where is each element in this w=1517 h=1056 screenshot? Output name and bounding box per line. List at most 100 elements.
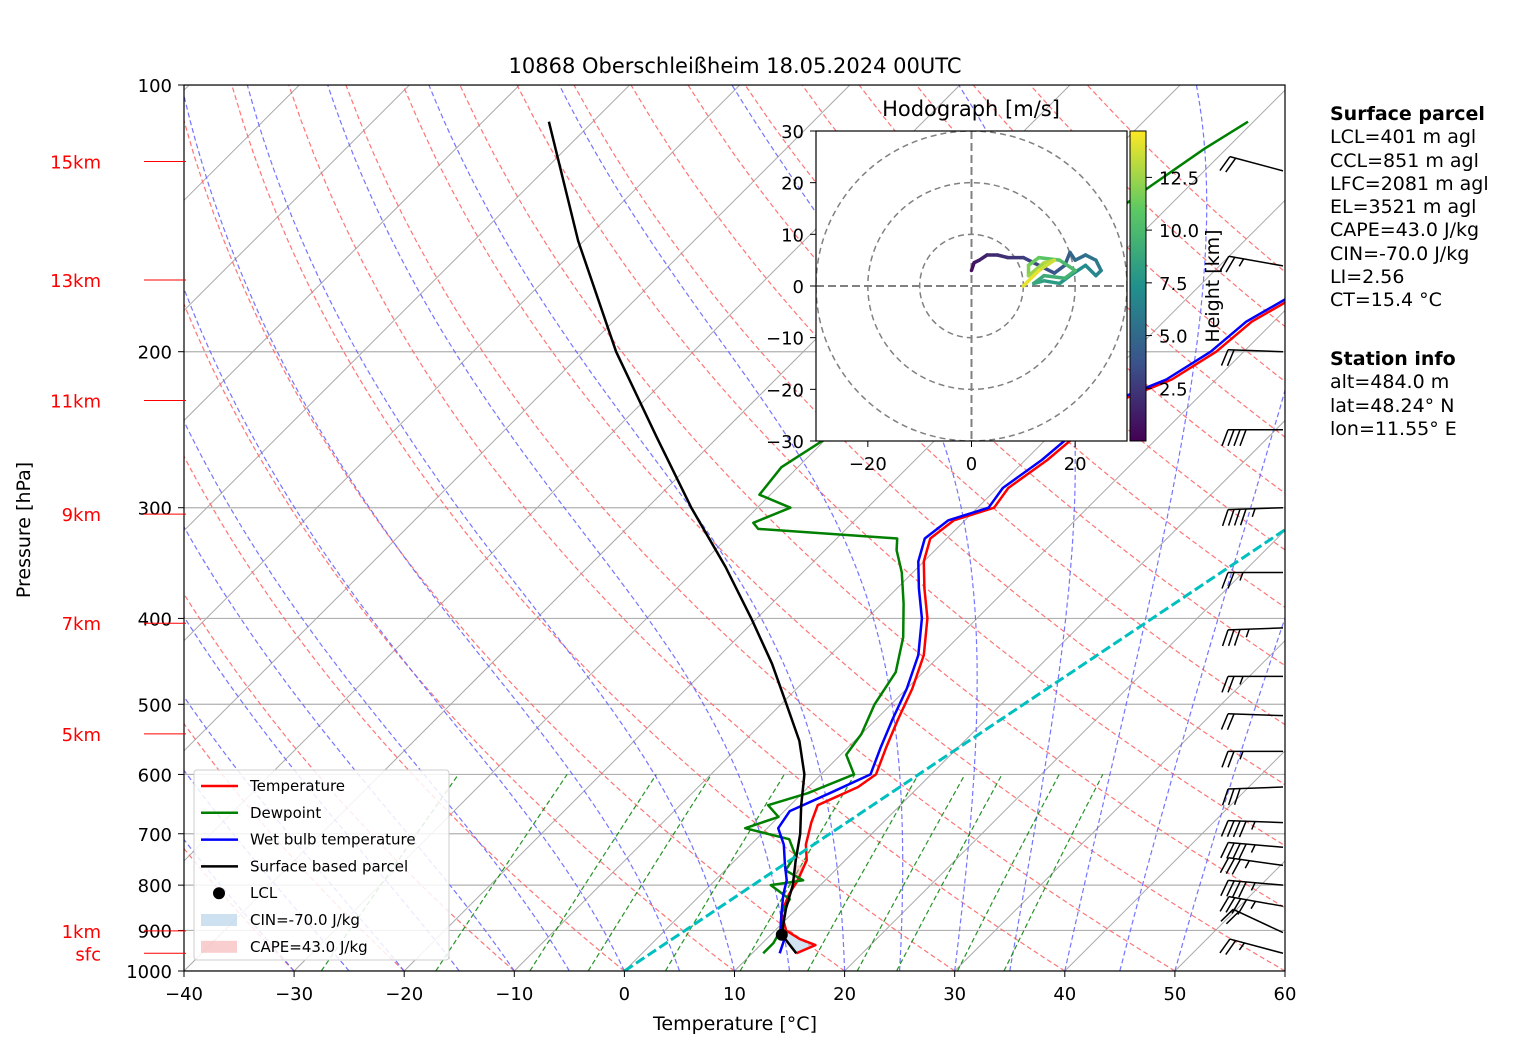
barb-flag (1221, 629, 1229, 647)
wind-barb (1220, 841, 1284, 860)
legend-swatch-dot (213, 887, 225, 900)
barb-flag (1219, 156, 1231, 171)
legend-entry: CIN=-70.0 J/kg (201, 911, 360, 929)
y-tick-label: 400 (138, 609, 172, 630)
hodograph-inset: Hodograph [m/s] −20 0 20 30 20 10 0 −10 −20 −30 2… (766, 97, 1224, 475)
y-tick-label: 300 (138, 499, 172, 520)
surface-parcel-panel: Surface parcel LCL=401 m agl CCL=851 m a… (1330, 103, 1489, 313)
dry-adiabat (345, 85, 1176, 971)
height-label: 7km (62, 614, 101, 635)
dry-adiabat (288, 85, 1066, 971)
legend-entry: LCL (213, 884, 278, 902)
hodograph-x-tick-label: −20 (849, 454, 887, 475)
hodograph-y-tick-label: −30 (766, 432, 804, 453)
barb-half-flag (1239, 572, 1244, 581)
lcl-marker (775, 928, 788, 941)
legend-swatch-patch (201, 940, 237, 953)
barb-flag (1220, 880, 1229, 897)
barb-staff (1228, 786, 1284, 790)
barb-flag (1232, 881, 1241, 898)
legend-label: Wet bulb temperature (250, 831, 416, 849)
barb-flag (1237, 899, 1248, 915)
barb-flag (1233, 508, 1241, 526)
moist-adiabat (327, 85, 791, 971)
series-wet-bulb-temperature (776, 297, 1285, 954)
legend-entry: Dewpoint (201, 804, 321, 822)
wind-barb (1220, 908, 1284, 934)
x-tick-label: 50 (1163, 984, 1186, 1005)
barb-staff (1228, 712, 1284, 717)
barb-half-flag (1239, 751, 1244, 760)
x-tick-label: −20 (385, 984, 423, 1005)
hodograph-segment (1063, 268, 1077, 280)
barb-flag (1225, 897, 1236, 913)
wind-barb (1220, 712, 1284, 731)
barb-flag (1225, 157, 1237, 173)
station-longitude: lon=11.55° E (1330, 417, 1457, 440)
x-tick-label: −30 (275, 984, 313, 1005)
hodograph-segment (1083, 263, 1098, 278)
barb-half-flag (1250, 882, 1256, 891)
colorbar-axis: 2.5 5.0 7.5 10.0 12.5 (1146, 168, 1199, 400)
hodograph-segment (1083, 253, 1098, 262)
dry-adiabat (184, 455, 625, 971)
legend-label: Dewpoint (250, 804, 321, 822)
hodograph-segment (1042, 279, 1062, 286)
chart-title: 10868 Oberschleißheim 18.05.2024 00UTC (509, 54, 962, 78)
isotherm (513, 199, 1285, 971)
wind-barb (1221, 786, 1284, 806)
barb-flag (1219, 255, 1230, 272)
hodograph-y-tick-label: 10 (781, 225, 804, 246)
barb-half-flag (1239, 676, 1244, 685)
barb-staff (1229, 938, 1284, 955)
hodograph-y-tick-label: 30 (781, 122, 804, 143)
barb-flag (1220, 820, 1229, 837)
barb-flag (1238, 881, 1247, 898)
barb-flag (1220, 349, 1229, 366)
series-surface-based-parcel (547, 121, 806, 955)
legend-entry: CAPE=43.0 J/kg (201, 938, 368, 956)
y-tick-label: 800 (138, 876, 172, 897)
isotherm (0, 85, 79, 971)
moist-adiabat (1119, 388, 1285, 971)
parcel-stat-cape: CAPE=43.0 J/kg (1330, 219, 1480, 242)
surface-parcel-heading: Surface parcel (1330, 103, 1485, 125)
colorbar-tick-label: 10.0 (1159, 221, 1199, 242)
isotherm (1064, 750, 1285, 971)
legend-label: CIN=-70.0 J/kg (250, 911, 360, 929)
station-altitude: alt=484.0 m (1330, 371, 1450, 394)
height-label: 11km (50, 391, 101, 412)
x-tick-label: 40 (1053, 984, 1076, 1005)
barb-flag (1232, 820, 1241, 838)
height-label: 13km (50, 271, 101, 292)
hodograph-segment (1026, 255, 1041, 268)
barb-flag (1226, 880, 1235, 897)
hodograph-segment (1026, 261, 1046, 278)
barb-flag (1219, 857, 1230, 874)
moist-adiabat (184, 420, 570, 971)
barb-flag (1239, 508, 1247, 526)
legend-label: Surface based parcel (250, 857, 408, 875)
x-tick-label: 10 (723, 984, 746, 1005)
barb-staff (1228, 506, 1284, 511)
y-tick-label: 200 (138, 343, 172, 364)
dry-adiabat (516, 85, 1285, 847)
moist-adiabat (558, 85, 904, 971)
legend-entry: Surface based parcel (201, 857, 408, 875)
hodograph-y-tick-label: −20 (766, 380, 804, 401)
station-latitude: lat=48.24° N (1330, 394, 1455, 417)
y-tick-label: 100 (138, 76, 172, 97)
parcel-stat-lcl: LCL=401 m agl (1330, 126, 1477, 149)
barb-flag (1231, 898, 1242, 914)
x-tick-label: 20 (833, 984, 856, 1005)
barb-staff (1228, 895, 1284, 907)
hodograph-y-tick-label: 20 (781, 174, 804, 195)
isotherm (184, 85, 630, 532)
barb-staff (1232, 908, 1284, 934)
x-tick-label: 30 (943, 984, 966, 1005)
parcel-stat-li: LI=2.56 (1330, 266, 1405, 289)
mixing-ratio-line (896, 774, 1003, 971)
moist-adiabat (1064, 85, 1208, 971)
hodograph-segment (1052, 263, 1067, 275)
isotherm (184, 85, 410, 312)
